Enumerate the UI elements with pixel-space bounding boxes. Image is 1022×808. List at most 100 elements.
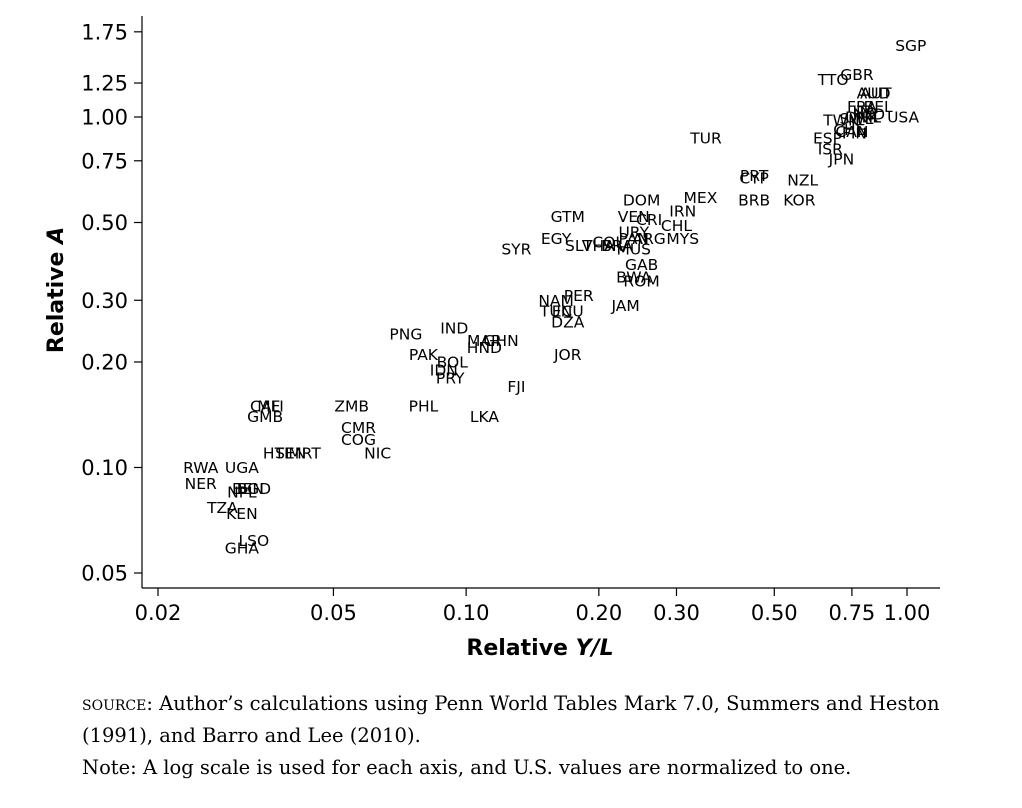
y-tick-label: 0.30: [81, 289, 128, 313]
y-tick-label: 1.75: [81, 20, 128, 44]
point-label-egy: EGY: [541, 230, 572, 248]
point-label-cyp: CYP: [739, 169, 768, 187]
y-tick-label: 1.00: [81, 106, 128, 130]
point-label-gmb: GMB: [247, 408, 283, 426]
point-label-fji: FJI: [507, 378, 525, 396]
x-tick-label: 0.50: [751, 601, 798, 625]
point-label-lka: LKA: [470, 408, 500, 426]
point-label-pan: PAN: [618, 230, 649, 248]
point-label-isr: ISR: [818, 141, 843, 159]
point-label-caf: CAF: [250, 397, 280, 415]
point-label-fin: FIN: [842, 125, 867, 143]
point-label-arg: ARG: [632, 230, 665, 248]
point-label-mus: MUS: [616, 241, 651, 259]
point-label-cri: CRI: [636, 211, 662, 229]
y-axis: 0.05 0.10 0.20 0.30 0.50 0.75 1.00 1.25 1.75: [81, 16, 143, 588]
point-label-png: PNG: [389, 326, 422, 344]
point-label-mex: MEX: [684, 189, 718, 207]
point-label-zmb: ZMB: [334, 397, 369, 415]
point-label-bgd: BGD: [237, 480, 271, 498]
source-note: source: Author’s calculations using Penn…: [40, 688, 970, 752]
point-label-aut: AUT: [860, 85, 892, 103]
point-label-brb: BRB: [738, 191, 770, 209]
point-label-cmr: CMR: [341, 419, 376, 437]
point-label-bol: BOL: [437, 353, 469, 371]
point-label-aud: AUD: [857, 85, 891, 103]
x-axis-title: Relative Y/L: [466, 636, 613, 661]
point-label-hnd: HND: [467, 339, 502, 357]
point-label-jor: JOR: [553, 346, 582, 364]
point-label-ken: KEN: [226, 505, 258, 523]
point-label-gbr: GBR: [840, 66, 874, 84]
x-axis-title-prefix: Relative: [466, 636, 575, 661]
x-tick-label: 1.00: [884, 601, 931, 625]
x-tick-label: 0.10: [443, 601, 490, 625]
point-label-swe: SWE: [839, 110, 874, 128]
y-axis-title-variable: A: [44, 227, 69, 246]
point-label-prt: PRT: [740, 167, 769, 185]
point-label-can: CAN: [835, 123, 868, 141]
point-label-irl: IRL: [857, 109, 881, 127]
point-label-twn: TWN: [822, 112, 859, 130]
x-axis: 0.02 0.05 0.10 0.20 0.30 0.50 0.75 1.00: [135, 587, 940, 625]
point-label-mrt: MRT: [288, 444, 321, 462]
point-label-sen: SEN: [275, 444, 306, 462]
point-label-ita: ITA: [853, 103, 877, 121]
x-tick-label: 0.02: [135, 601, 182, 625]
figure-notes: source: Author’s calculations using Penn…: [40, 688, 970, 784]
y-tick-label: 0.05: [81, 562, 128, 586]
point-label-uga: UGA: [225, 459, 259, 477]
point-label-lso: LSO: [239, 532, 270, 550]
x-tick-label: 0.30: [653, 601, 700, 625]
point-label-phl: PHL: [409, 397, 439, 415]
point-label-tun: TUN: [539, 302, 572, 320]
x-axis-title-variable: Y/L: [576, 636, 614, 661]
point-label-irn: IRN: [669, 202, 696, 220]
point-label-mar: MAR: [467, 332, 502, 350]
x-tick-label: 0.20: [575, 601, 622, 625]
point-label-che: CHE: [833, 121, 865, 139]
point-label-bel: BEL: [864, 98, 893, 116]
point-label-jpn: JPN: [828, 150, 855, 168]
x-tick-label: 0.05: [310, 601, 357, 625]
point-label-bwa: BWA: [616, 268, 652, 286]
point-label-dnk: DNK: [845, 109, 880, 127]
point-label-tza: TZA: [206, 499, 238, 517]
point-label-slv: SLV: [565, 237, 593, 255]
point-label-gtm: GTM: [551, 208, 585, 226]
point-label-tto: TTO: [817, 71, 849, 89]
point-label-nic: NIC: [364, 444, 391, 462]
y-tick-label: 0.20: [81, 350, 128, 374]
point-label-ecu: ECU: [552, 302, 584, 320]
point-label-rom: ROM: [623, 273, 659, 291]
y-tick-label: 1.25: [81, 72, 128, 96]
point-label-ven: VEN: [618, 208, 650, 226]
point-label-mli: MLI: [257, 397, 284, 415]
point-label-cog: COG: [341, 431, 376, 449]
point-label-ner: NER: [185, 475, 217, 493]
point-label-mys: MYS: [666, 230, 699, 248]
y-axis-title-prefix: Relative: [44, 244, 69, 353]
y-axis-title: Relative A: [44, 227, 69, 353]
scatter-chart: 0.05 0.10 0.20 0.30 0.50 0.75 1.00 1.25 1.75 0.0…: [44, 16, 940, 661]
point-label-tha: THA: [582, 237, 615, 255]
point-label-idn: IDN: [430, 361, 458, 379]
point-label-ind: IND: [440, 320, 468, 338]
y-tick-label: 0.50: [81, 211, 128, 235]
x-tick-label: 0.75: [829, 601, 876, 625]
point-label-fra: FRA: [847, 98, 877, 116]
source-text: : Author’s calculations using Penn World…: [82, 692, 940, 747]
point-label-col: COL: [592, 233, 624, 251]
point-label-hti: HTI: [263, 444, 289, 462]
point-label-usa: USA: [887, 109, 919, 127]
point-label-syr: SYR: [501, 241, 531, 259]
point-label-bra: BRA: [601, 237, 633, 255]
point-label-pry: PRY: [436, 370, 465, 388]
point-label-nzl: NZL: [787, 172, 818, 190]
point-label-jam: JAM: [610, 297, 639, 315]
point-label-ghn: GHN: [483, 332, 518, 350]
point-label-sgp: SGP: [895, 37, 926, 55]
point-label-rwa: RWA: [183, 459, 219, 477]
point-label-ury: URY: [618, 223, 649, 241]
